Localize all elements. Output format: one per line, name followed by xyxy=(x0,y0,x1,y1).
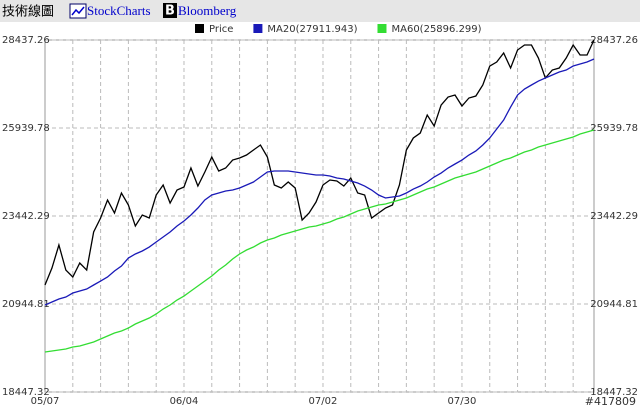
legend-swatch xyxy=(195,24,204,33)
legend-label: Price xyxy=(209,24,233,35)
legend-swatch xyxy=(377,24,387,33)
legend-swatch xyxy=(253,24,263,33)
stockcharts-label[interactable]: StockCharts xyxy=(87,3,151,18)
y-tick-label-left: 20944.81 xyxy=(2,299,50,310)
bloomberg-icon-letter: B xyxy=(165,4,175,19)
series-line xyxy=(44,39,595,286)
bloomberg-label[interactable]: Bloomberg xyxy=(178,3,237,18)
y-tick-label-left: 18447.32 xyxy=(2,387,50,398)
x-tick-label: 06/04 xyxy=(170,396,199,407)
bloomberg-icon xyxy=(163,3,177,18)
y-tick-label-right: 28437.26 xyxy=(590,35,638,46)
stockcharts-link[interactable]: StockCharts xyxy=(69,3,151,19)
y-tick-label-right: 23442.29 xyxy=(590,211,638,222)
bloomberg-link[interactable]: B Bloomberg xyxy=(163,3,237,19)
y-tick-label-right: 25939.78 xyxy=(590,123,638,134)
header-title: 技術線圖 xyxy=(2,4,54,20)
y-tick-label-left: 23442.29 xyxy=(2,211,50,222)
x-tick-label: 07/02 xyxy=(309,396,338,407)
header-bar xyxy=(0,0,640,22)
y-tick-label-left: 28437.26 xyxy=(2,35,50,46)
legend-label: MA20(27911.943) xyxy=(267,24,357,35)
x-tick-label: 05/07 xyxy=(31,396,60,407)
series-line xyxy=(44,129,595,353)
watermark: #417809 xyxy=(585,395,636,408)
legend: Price MA20(27911.943) MA60(25896.299) xyxy=(195,24,482,35)
series-line xyxy=(44,58,595,306)
stockcharts-icon-line xyxy=(71,6,85,16)
x-tick-label: 07/30 xyxy=(448,396,477,407)
y-tick-label-left: 25939.78 xyxy=(2,123,50,134)
legend-label: MA60(25896.299) xyxy=(391,24,481,35)
y-tick-label-right: 18447.32 xyxy=(590,387,638,398)
y-tick-label-right: 20944.81 xyxy=(590,299,638,310)
